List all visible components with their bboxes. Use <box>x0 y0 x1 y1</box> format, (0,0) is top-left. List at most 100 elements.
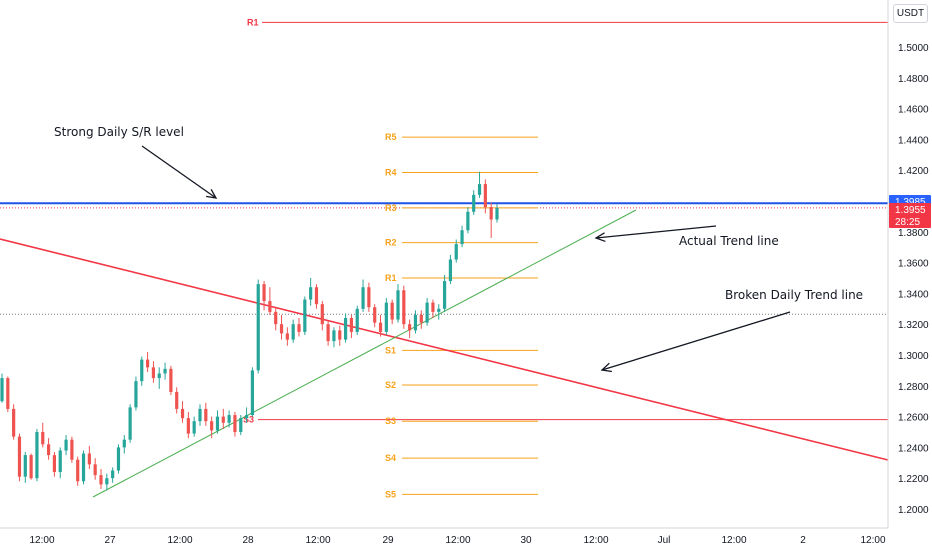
candle-body[interactable] <box>303 299 307 332</box>
candle-body[interactable] <box>442 281 447 309</box>
candle-body[interactable] <box>390 302 394 320</box>
candle-body[interactable] <box>81 453 86 482</box>
broken-daily-trend-line[interactable] <box>0 238 889 461</box>
candle-body[interactable] <box>29 455 33 479</box>
candle-body[interactable] <box>41 432 45 445</box>
candle-body[interactable] <box>134 381 138 408</box>
candle-body[interactable] <box>250 370 255 416</box>
candle-body[interactable] <box>425 302 429 323</box>
candle-body[interactable] <box>489 207 493 220</box>
candle-body[interactable] <box>314 287 319 305</box>
candle-body[interactable] <box>320 304 324 325</box>
candle-body[interactable] <box>52 455 57 473</box>
candle-body[interactable] <box>431 302 435 312</box>
candle-body[interactable] <box>35 432 39 479</box>
candle-body[interactable] <box>221 416 225 423</box>
candle-body[interactable] <box>332 330 336 342</box>
y-tick-label: 1.3200 <box>898 320 929 331</box>
candle-body[interactable] <box>244 415 249 419</box>
candle-body[interactable] <box>175 391 179 409</box>
candle-body[interactable] <box>122 439 126 448</box>
candle-body[interactable] <box>0 378 4 402</box>
pivot-label-s2: S2 <box>385 380 396 390</box>
pivot-label-r2: R2 <box>385 238 397 248</box>
candle-body[interactable] <box>23 455 27 477</box>
candle-body[interactable] <box>413 314 418 331</box>
candle-body[interactable] <box>70 439 74 460</box>
candle-body[interactable] <box>343 318 348 340</box>
y-tick-label: 1.5000 <box>898 43 929 54</box>
candle-body[interactable] <box>46 444 51 456</box>
pivot-label-r5: R5 <box>385 132 397 142</box>
x-tick-label: 12:00 <box>860 535 885 546</box>
candle-body[interactable] <box>58 450 62 473</box>
s3-daily-label: S3 <box>243 415 254 425</box>
actual-trend-line[interactable] <box>92 209 637 498</box>
candle-body[interactable] <box>326 324 330 342</box>
x-tick-label: 29 <box>382 535 394 546</box>
candle-body[interactable] <box>87 453 91 465</box>
candle-body[interactable] <box>111 470 115 479</box>
candle-body[interactable] <box>256 284 260 371</box>
candle-body[interactable] <box>338 330 342 340</box>
candle-body[interactable] <box>460 230 464 245</box>
candle-body[interactable] <box>12 408 16 437</box>
candle-body[interactable] <box>483 184 487 208</box>
candle-body[interactable] <box>157 373 161 379</box>
candle-body[interactable] <box>454 244 458 260</box>
candle-body[interactable] <box>396 290 400 320</box>
candle-body[interactable] <box>268 301 272 312</box>
candle-body[interactable] <box>145 359 150 368</box>
candle-body[interactable] <box>210 421 214 431</box>
candle-body[interactable] <box>93 464 97 476</box>
candle-body[interactable] <box>361 287 365 309</box>
candle-body[interactable] <box>285 333 289 340</box>
candle-body[interactable] <box>180 408 185 419</box>
candle-body[interactable] <box>64 439 68 451</box>
candle-body[interactable] <box>227 415 231 423</box>
candle-body[interactable] <box>477 184 482 195</box>
currency-unit-badge[interactable]: USDT <box>893 4 928 23</box>
candle-body[interactable] <box>355 308 359 332</box>
candle-body[interactable] <box>140 359 144 382</box>
candle-body[interactable] <box>297 324 301 332</box>
candle-body[interactable] <box>437 308 441 312</box>
candle-body[interactable] <box>495 207 499 220</box>
candle-body[interactable] <box>279 324 284 334</box>
candle-body[interactable] <box>163 368 167 374</box>
candle-body[interactable] <box>384 302 388 332</box>
candle-body[interactable] <box>186 418 190 434</box>
candle-body[interactable] <box>233 415 237 432</box>
candle-body[interactable] <box>151 367 156 379</box>
candle-body[interactable] <box>274 311 278 325</box>
candle-body[interactable] <box>17 436 22 477</box>
candle-body[interactable] <box>262 284 266 302</box>
candle-body[interactable] <box>378 322 383 332</box>
candle-body[interactable] <box>116 447 121 471</box>
candle-body[interactable] <box>215 416 220 431</box>
candle-body[interactable] <box>192 421 196 434</box>
candle-body[interactable] <box>472 194 476 212</box>
price-tag-1[interactable] <box>889 203 931 216</box>
candle-body[interactable] <box>408 324 412 331</box>
price-tag-2[interactable] <box>889 215 931 228</box>
candle-body[interactable] <box>373 307 377 323</box>
candle-body[interactable] <box>402 290 406 325</box>
candle-body[interactable] <box>309 287 313 300</box>
candle-body[interactable] <box>169 368 173 392</box>
candle-body[interactable] <box>419 314 423 323</box>
candle-body[interactable] <box>105 478 109 485</box>
candle-body[interactable] <box>128 407 132 440</box>
candle-body[interactable] <box>204 408 208 422</box>
candle-body[interactable] <box>239 418 243 432</box>
candle-body[interactable] <box>466 211 470 231</box>
candle-body[interactable] <box>367 287 371 308</box>
candle-body[interactable] <box>99 475 103 485</box>
candle-body[interactable] <box>6 378 10 409</box>
candle-body[interactable] <box>349 318 354 332</box>
candle-body[interactable] <box>448 259 453 282</box>
candle-body[interactable] <box>198 408 202 422</box>
candle-body[interactable] <box>76 459 80 482</box>
candle-body[interactable] <box>291 324 295 340</box>
